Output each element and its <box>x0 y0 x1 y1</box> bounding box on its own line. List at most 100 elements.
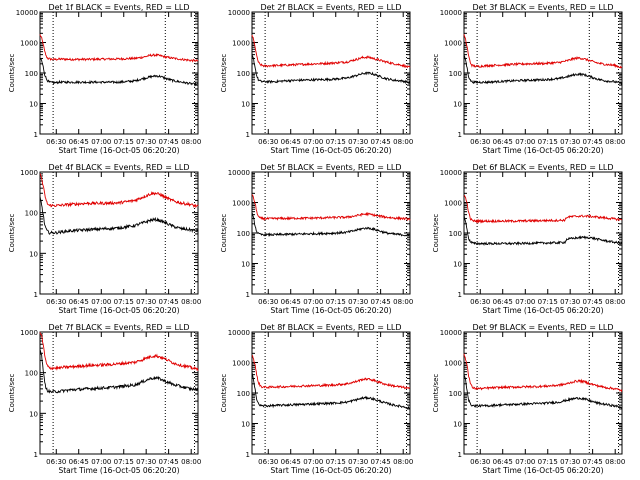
panel-3: Det 3f BLACK = Events, RED = LLD 1 10 100 10… <box>432 3 625 155</box>
series-line <box>39 34 199 63</box>
y-tick-label: 100 <box>237 70 250 78</box>
y-axis-label: Counts/sec <box>432 54 440 93</box>
y-tick-label: 10 <box>453 101 462 109</box>
y-axis-label: Counts/sec <box>220 214 228 253</box>
y-tick-label: 10 <box>241 261 250 269</box>
x-tick-label: 08:00 <box>605 138 625 146</box>
y-tick-label: 1 <box>458 131 462 139</box>
y-tick-label: 100 <box>25 210 38 218</box>
y-tick-label: 1000 <box>232 40 250 48</box>
x-tick-label: 08:00 <box>181 458 201 466</box>
y-tick-label: 10000 <box>440 329 462 337</box>
x-tick-label: 07:30 <box>560 298 580 306</box>
x-axis-label: Start Time (16-Oct-05 06:20:20) <box>482 146 603 155</box>
x-tick-label: 07:00 <box>515 138 535 146</box>
series-line <box>463 214 623 246</box>
y-tick-label: 1 <box>246 131 250 139</box>
panel-2: Det 2f BLACK = Events, RED = LLD 1 10 100 10… <box>220 3 413 155</box>
x-axis-label: Start Time (16-Oct-05 06:20:20) <box>270 146 391 155</box>
x-tick-label: 08:00 <box>605 298 625 306</box>
x-axis-label: Start Time (16-Oct-05 06:20:20) <box>270 306 391 315</box>
series-line <box>251 355 411 390</box>
x-tick-label: 07:00 <box>91 298 111 306</box>
y-tick-label: 1000 <box>444 200 462 208</box>
plot-frame <box>251 331 411 455</box>
y-tick-label: 10 <box>241 421 250 429</box>
y-tick-label: 1000 <box>444 360 462 368</box>
y-tick-label: 10 <box>241 101 250 109</box>
y-tick-label: 100 <box>449 230 462 238</box>
panel-title: Det 9f BLACK = Events, RED = LLD <box>472 323 613 332</box>
series-line <box>251 372 411 410</box>
panel-6: Det 6f BLACK = Events, RED = LLD 1 10 100 10… <box>432 163 625 315</box>
y-tick-label: 10 <box>29 250 38 258</box>
series-line <box>251 34 411 69</box>
x-tick-label: 07:15 <box>114 138 134 146</box>
x-tick-label: 07:00 <box>515 458 535 466</box>
y-axis-label: Counts/sec <box>8 214 16 253</box>
panel-title: Det 2f BLACK = Events, RED = LLD <box>260 3 401 12</box>
plot-frame <box>463 11 623 135</box>
y-tick-label: 1 <box>458 291 462 299</box>
x-axis-label: Start Time (16-Oct-05 06:20:20) <box>58 306 179 315</box>
x-tick-label: 06:45 <box>493 138 513 146</box>
panel-9: Det 9f BLACK = Events, RED = LLD 1 10 100 10… <box>432 323 625 475</box>
x-tick-label: 06:30 <box>258 458 278 466</box>
x-tick-label: 08:00 <box>393 138 413 146</box>
y-tick-label: 10000 <box>16 9 38 17</box>
series-line <box>463 194 623 224</box>
x-tick-label: 07:00 <box>91 138 111 146</box>
x-tick-label: 07:30 <box>348 458 368 466</box>
panel-title: Det 1f BLACK = Events, RED = LLD <box>48 3 189 12</box>
x-tick-label: 07:30 <box>560 458 580 466</box>
y-axis-label: Counts/sec <box>432 374 440 413</box>
series-line <box>39 196 199 235</box>
panel-title: Det 8f BLACK = Events, RED = LLD <box>260 323 401 332</box>
x-tick-label: 06:45 <box>69 138 89 146</box>
x-tick-label: 07:45 <box>371 298 391 306</box>
y-tick-label: 1 <box>34 291 38 299</box>
x-tick-label: 07:00 <box>303 138 323 146</box>
x-tick-label: 08:00 <box>181 298 201 306</box>
x-tick-label: 06:30 <box>470 138 490 146</box>
y-axis-label: Counts/sec <box>8 54 16 93</box>
panel-5: Det 5f BLACK = Events, RED = LLD 1 10 100 10… <box>220 163 413 315</box>
y-tick-label: 1000 <box>232 200 250 208</box>
plot-frame <box>463 171 623 295</box>
x-tick-label: 08:00 <box>393 298 413 306</box>
y-tick-label: 100 <box>237 390 250 398</box>
x-tick-label: 06:45 <box>493 298 513 306</box>
y-tick-label: 10000 <box>228 9 250 17</box>
y-tick-label: 100 <box>449 70 462 78</box>
x-tick-label: 07:15 <box>326 458 346 466</box>
panel-4: Det 4f BLACK = Events, RED = LLD 1 10 100 10… <box>8 163 201 315</box>
x-tick-label: 07:45 <box>583 458 603 466</box>
panel-title: Det 5f BLACK = Events, RED = LLD <box>260 163 401 172</box>
series-line <box>463 374 623 409</box>
y-tick-label: 10 <box>453 421 462 429</box>
x-tick-label: 06:30 <box>46 298 66 306</box>
x-tick-label: 06:30 <box>258 138 278 146</box>
y-tick-label: 10000 <box>440 169 462 177</box>
x-tick-label: 07:15 <box>538 458 558 466</box>
y-tick-label: 1000 <box>444 40 462 48</box>
panel-title: Det 7f BLACK = Events, RED = LLD <box>48 323 189 332</box>
x-tick-label: 06:30 <box>470 458 490 466</box>
y-tick-label: 100 <box>449 390 462 398</box>
x-tick-label: 07:00 <box>303 298 323 306</box>
x-tick-label: 07:45 <box>159 458 179 466</box>
x-tick-label: 07:45 <box>371 458 391 466</box>
x-tick-label: 07:45 <box>583 298 603 306</box>
x-tick-label: 07:15 <box>326 298 346 306</box>
y-tick-label: 1 <box>34 451 38 459</box>
y-tick-label: 1000 <box>20 329 38 337</box>
y-tick-label: 100 <box>25 70 38 78</box>
y-tick-label: 1 <box>246 291 250 299</box>
x-tick-label: 06:45 <box>493 458 513 466</box>
y-tick-label: 1 <box>246 451 250 459</box>
y-tick-label: 10 <box>29 101 38 109</box>
series-line <box>39 349 199 394</box>
y-axis-label: Counts/sec <box>432 214 440 253</box>
panel-1: Det 1f BLACK = Events, RED = LLD 1 10 100 10… <box>8 3 201 155</box>
